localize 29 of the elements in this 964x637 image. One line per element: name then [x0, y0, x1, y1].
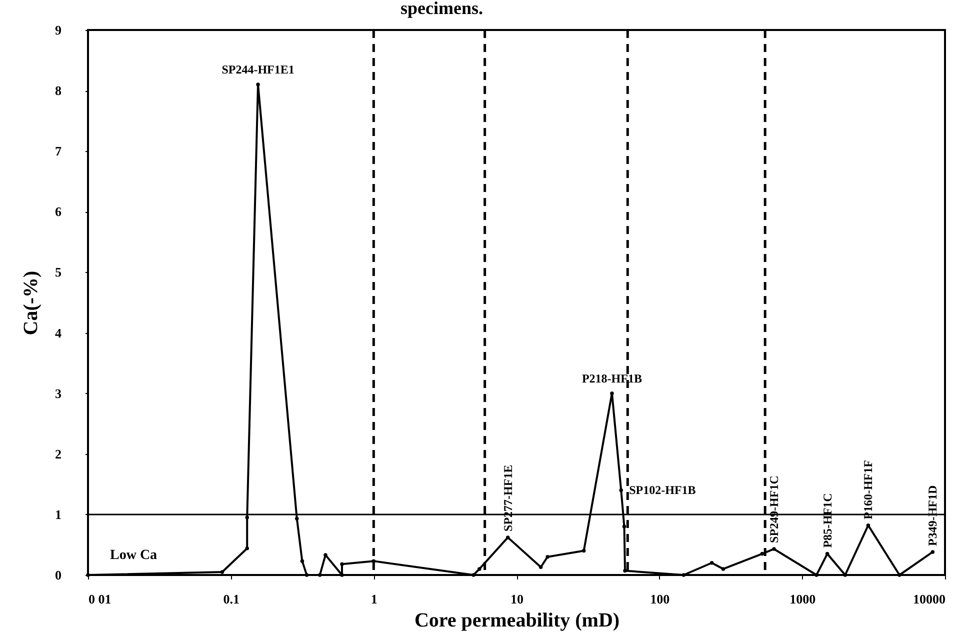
annotation: P349-HF1D [926, 485, 940, 546]
y-tick-label: 2 [55, 446, 62, 462]
annotation: SP249-HF1C [766, 476, 781, 543]
annotation: SP277-HF1E [500, 464, 515, 532]
y-tick-label: 4 [55, 325, 62, 340]
y-axis-title: Ca(-%) [20, 270, 42, 336]
annotation: P218-HF1B [582, 371, 642, 386]
x-tick-label: 0 01 [88, 592, 112, 606]
y-tick-label: 3 [55, 386, 62, 401]
chart-title: specimens. [400, 0, 483, 18]
x-tick-label: 10 [510, 592, 524, 606]
x-tick-label: 1 [370, 592, 378, 606]
x-tick-label: 100 [650, 592, 670, 606]
y-tick-label: 0 [55, 568, 62, 582]
annotation: SP102-HF1B [629, 483, 696, 498]
x-tick-label: 0.1 [223, 592, 240, 606]
y-tick-label: 6 [55, 204, 62, 220]
y-tick-label: 1 [55, 506, 62, 522]
x-axis-title: Core permeability (mD) [414, 610, 620, 632]
y-tick-label: 8 [55, 83, 62, 98]
annotation: P85-HF1C [820, 493, 834, 548]
annotation: Low Ca [110, 548, 158, 563]
y-tick-label: 7 [55, 144, 62, 159]
x-tick-label: 10000 [913, 592, 946, 606]
y-tick-label: 9 [55, 22, 62, 38]
annotation: P160-HF1F [861, 460, 876, 520]
annotation: SP244-HF1E1 [222, 62, 294, 76]
x-tick-label: 1000 [790, 592, 816, 606]
y-tick-label: 5 [55, 264, 62, 280]
